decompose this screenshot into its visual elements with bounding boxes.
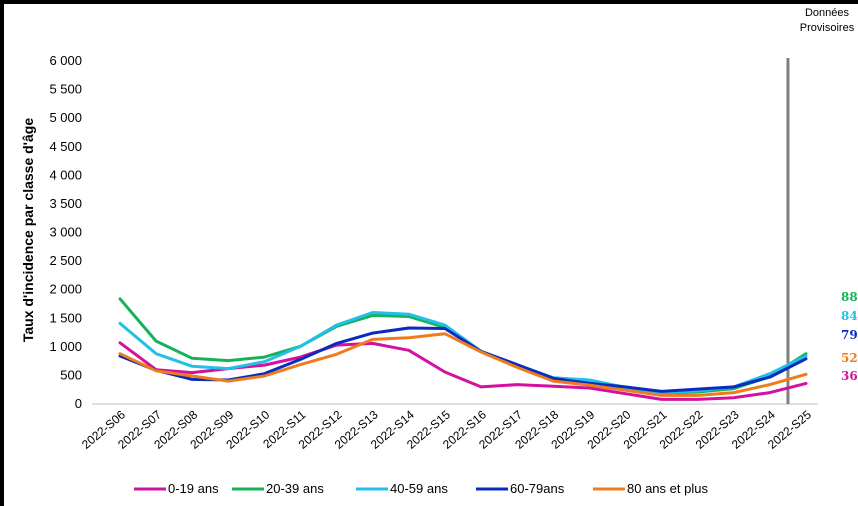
end-value-label: 84 [841, 309, 858, 323]
x-axis: 2022-S062022-S072022-S082022-S092022-S10… [79, 403, 818, 452]
series-line-80-ans-et-plus [118, 332, 808, 397]
y-axis: 0 500 1 000 1 500 2 000 2 500 3 000 3 500 4 000 4… [49, 53, 82, 411]
y-axis-label: Taux d'incidence par classe d'âge [20, 118, 36, 342]
end-value-label: 88 [841, 290, 858, 304]
end-value-label: 52 [841, 351, 858, 365]
provisional-note-line1: Données [805, 7, 850, 19]
y-tick-label: 0 [75, 396, 82, 411]
y-tick-label: 500 [60, 367, 82, 382]
y-tick-label: 3 500 [49, 196, 82, 211]
y-tick-label: 4 500 [49, 139, 82, 154]
legend-label: 0-19 ans [168, 481, 219, 496]
y-tick-label: 1 500 [49, 310, 82, 325]
end-value-label: 36 [841, 369, 858, 383]
y-tick-label: 2 000 [49, 282, 82, 297]
provisional-note-line2: Provisoires [800, 22, 855, 34]
y-tick-label: 2 500 [49, 253, 82, 268]
y-tick-label: 3 000 [49, 225, 82, 240]
y-tick-label: 4 000 [49, 167, 82, 182]
legend-label: 40-59 ans [390, 481, 448, 496]
provisional-data-marker: Données Provisoires [786, 7, 855, 404]
legend-label: 80 ans et plus [627, 481, 708, 496]
end-value-labels: 36 88 84 79 52 [841, 290, 858, 383]
end-value-label: 79 [841, 328, 858, 342]
legend-label: 60-79ans [510, 481, 565, 496]
y-tick-label: 6 000 [49, 53, 82, 68]
y-tick-label: 5 500 [49, 82, 82, 97]
y-tick-label: 1 000 [49, 339, 82, 354]
series-lines [118, 297, 808, 401]
legend-label: 20-39 ans [266, 481, 324, 496]
y-tick-label: 5 000 [49, 110, 82, 125]
legend: 0-19 ans 20-39 ans 40-59 ans 60-79ans 80 ans… [134, 481, 708, 496]
